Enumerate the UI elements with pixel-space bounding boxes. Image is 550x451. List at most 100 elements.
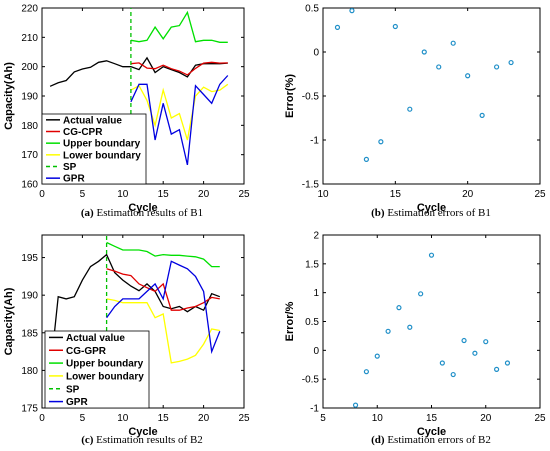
data-point [374, 353, 380, 359]
y-axis-label: Error(%) [284, 74, 296, 118]
y-tick-label: 190 [21, 291, 38, 302]
legend-box [44, 330, 150, 409]
legend-label: CG-GPR [66, 346, 107, 357]
y-tick-label: 220 [21, 4, 38, 15]
data-point [378, 139, 384, 145]
data-point [450, 371, 456, 378]
figure-caption: (b) Estimation errors of B1 [371, 207, 491, 219]
data-point [421, 49, 427, 55]
data-point [508, 59, 514, 66]
figure-caption: (c) Estimation results of B2 [81, 434, 203, 446]
data-point [494, 366, 500, 372]
x-tick-label: 20 [198, 189, 210, 200]
series-line-upper-boundary [106, 241, 220, 268]
caption-tag: (d) [371, 434, 385, 446]
y-tick-label: 180 [21, 121, 38, 132]
data-point [385, 328, 391, 334]
y-tick-label: 180 [21, 366, 38, 377]
x-tick-label: 15 [158, 189, 170, 200]
x-tick-label: 0 [39, 413, 45, 424]
caption-tag: (b) [371, 207, 385, 219]
legend-label: SP [66, 384, 80, 395]
x-tick-label: 15 [158, 413, 170, 424]
caption-text: Estimation results of B2 [93, 434, 202, 446]
legend-label: GPR [63, 174, 85, 185]
legend-label: Upper boundary [63, 139, 141, 150]
caption-text: Estimation results of B1 [94, 207, 203, 219]
data-point [504, 360, 511, 366]
y-tick-label: 160 [21, 180, 38, 191]
data-point [363, 156, 369, 162]
chart-c: 0 5 10 15 20 25 175 180 185 190 195 Cycle Capacity(A… [3, 234, 250, 446]
y-tick-label: 195 [21, 253, 38, 264]
y-tick-label: -0.5 [302, 375, 320, 386]
x-tick-label: 5 [80, 413, 86, 424]
series-line-gpr [130, 75, 229, 166]
caption-tag: (c) [81, 434, 94, 446]
y-tick-label: 190 [21, 92, 38, 103]
y-tick-label: -1 [310, 136, 319, 147]
y-tick-label: 0.5 [305, 4, 319, 15]
series-line-lower-boundary [130, 83, 229, 141]
series-line-gpr [106, 260, 221, 355]
x-tick-label: 20 [198, 413, 210, 424]
figure-caption: (d) Estimation errors of B2 [371, 434, 491, 446]
series-line-actual-value [49, 56, 228, 87]
data-point [407, 324, 413, 330]
x-tick-label: 25 [238, 413, 250, 424]
y-axis-label: Capacity(Ah) [3, 287, 15, 355]
legend-label: Actual value [63, 115, 122, 126]
plot-frame [322, 234, 541, 409]
chart-d: 5 10 15 20 25 -1 -0.5 0 0.5 1 1.5 2 Cycle Error/% (d) … [284, 231, 546, 447]
data-point [407, 106, 413, 112]
x-tick-label: 5 [80, 189, 86, 200]
x-tick-label: 20 [462, 189, 474, 200]
series-line-cg-gpr [106, 268, 220, 311]
chart-b: 10 15 20 25 -1.5 -1 -0.5 0 0.5 Cycle Error(%) (b) E… [284, 4, 546, 220]
legend-label: GPR [66, 397, 88, 408]
data-point [436, 64, 442, 70]
legend-label: Upper boundary [66, 359, 144, 370]
data-point [461, 337, 467, 344]
x-tick-label: 15 [426, 413, 438, 424]
x-tick-label: 20 [480, 413, 492, 424]
y-tick-label: 0 [313, 346, 319, 357]
data-point [334, 24, 341, 30]
y-tick-label: 0 [313, 48, 319, 59]
plot-frame [322, 7, 541, 185]
series-line-lower-boundary [106, 298, 220, 364]
y-tick-label: -0.5 [302, 92, 320, 103]
x-tick-label: 0 [39, 189, 45, 200]
chart-a: 0 5 10 15 20 25 160 170 180 190 200 210 220 Cycle Capa… [3, 4, 250, 220]
legend-box [41, 113, 147, 185]
x-axis-label: Cycle [128, 426, 157, 438]
data-point [349, 8, 355, 14]
data-point [472, 350, 478, 356]
data-point [465, 73, 471, 79]
data-point [439, 360, 445, 366]
y-tick-label: 170 [21, 150, 38, 161]
data-point [450, 40, 456, 46]
x-tick-label: 25 [534, 413, 546, 424]
data-point [483, 339, 489, 345]
y-axis-label: Error/% [284, 301, 296, 341]
figure-caption: (a) Estimation results of B1 [81, 207, 203, 219]
x-tick-label: 25 [238, 189, 250, 200]
x-tick-label: 15 [390, 189, 402, 200]
y-tick-label: 1 [313, 288, 319, 299]
x-axis-label: Cycle [128, 202, 157, 214]
data-point [428, 252, 435, 258]
legend-label: Lower boundary [66, 371, 144, 382]
y-tick-label: 175 [21, 404, 38, 415]
data-point [352, 402, 359, 408]
caption-text: Estimation errors of B1 [385, 207, 491, 219]
x-tick-label: 5 [320, 413, 326, 424]
y-tick-label: 200 [21, 62, 38, 73]
y-tick-label: 210 [21, 33, 38, 44]
data-point [494, 64, 500, 70]
data-point [396, 305, 402, 311]
x-tick-label: 10 [117, 413, 129, 424]
x-tick-label: 25 [534, 189, 546, 200]
